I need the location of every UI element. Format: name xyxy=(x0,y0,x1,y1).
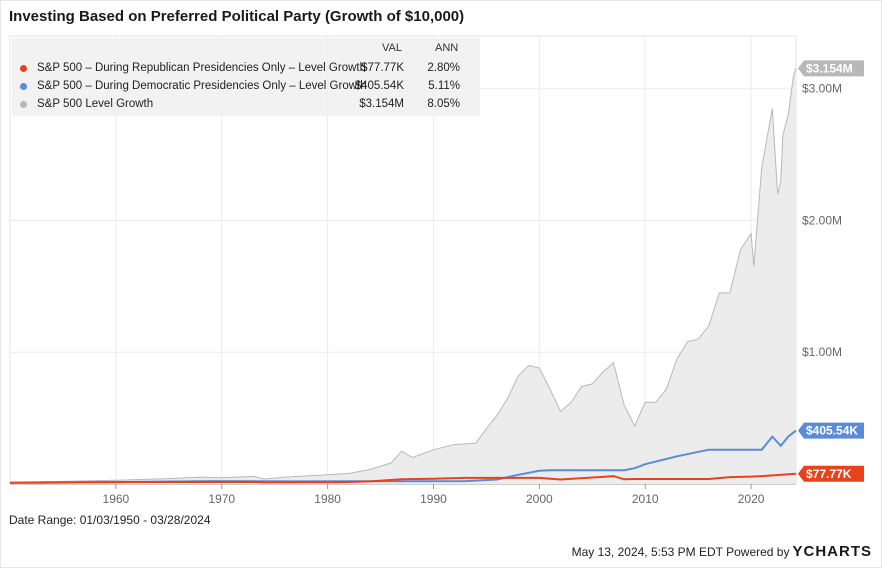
end-label-tag xyxy=(798,465,864,482)
legend-name: S&P 500 – During Democratic Presidencies… xyxy=(37,80,367,92)
legend-dot-republican xyxy=(20,65,27,72)
y-tick-label: $2.00M xyxy=(802,213,842,227)
legend-header-val: VAL xyxy=(382,42,402,54)
legend-row-sp500[interactable]: S&P 500 Level Growth $3.154M 8.05% xyxy=(12,96,480,114)
legend-dot-sp500 xyxy=(20,101,27,108)
x-tick-label: 2020 xyxy=(738,492,765,506)
end-label-text: $405.54K xyxy=(806,424,858,438)
legend-val: $3.154M xyxy=(359,98,404,110)
x-tick-label: 2010 xyxy=(632,492,659,506)
timestamp: May 13, 2024, 5:53 PM EDT Powered by xyxy=(571,544,790,559)
date-range: Date Range: 01/03/1950 - 03/28/2024 xyxy=(9,513,211,527)
end-label-tag xyxy=(798,60,864,77)
legend-ann: 8.05% xyxy=(427,98,460,110)
legend-val: $77.77K xyxy=(361,62,404,74)
y-tick-label: $1.00M xyxy=(802,345,842,359)
end-label-1: $405.54K xyxy=(798,422,864,439)
chart-title: Investing Based on Preferred Political P… xyxy=(9,8,465,25)
x-tick-label: 1980 xyxy=(314,492,341,506)
legend-ann: 5.11% xyxy=(428,80,460,92)
end-label-tag xyxy=(798,422,864,439)
legend-dot-democratic xyxy=(20,83,27,90)
footer-attribution: May 13, 2024, 5:53 PM EDT Powered by YCH… xyxy=(572,543,872,560)
ycharts-logo-text: CHARTS xyxy=(803,543,872,560)
series-line-2 xyxy=(10,472,797,484)
legend-row-democratic[interactable]: S&P 500 – During Democratic Presidencies… xyxy=(12,78,480,96)
end-label-2: $77.77K xyxy=(798,465,864,482)
legend-val: $405.54K xyxy=(354,80,404,92)
end-label-0: $3.154M xyxy=(798,60,864,77)
series-area-sp500 xyxy=(10,68,796,485)
x-tick-label: 1990 xyxy=(420,492,447,506)
end-label-text: $77.77K xyxy=(806,467,852,481)
legend-row-republican[interactable]: S&P 500 – During Republican Presidencies… xyxy=(12,60,480,78)
y-tick-label: $3.00M xyxy=(802,82,842,96)
x-tick-label: 2000 xyxy=(526,492,553,506)
legend: VAL ANN S&P 500 – During Republican Pres… xyxy=(12,38,480,116)
legend-name: S&P 500 – During Republican Presidencies… xyxy=(37,62,366,74)
ycharts-logo[interactable]: YCHARTS xyxy=(792,543,872,560)
end-label-text: $3.154M xyxy=(806,61,853,75)
legend-name: S&P 500 Level Growth xyxy=(37,98,154,110)
legend-header-ann: ANN xyxy=(435,42,459,54)
legend-ann: 2.80% xyxy=(427,62,460,74)
x-tick-label: 1970 xyxy=(208,492,235,506)
x-tick-label: 1960 xyxy=(103,492,130,506)
series-line-0 xyxy=(9,68,797,484)
ycharts-logo-y: Y xyxy=(792,543,804,560)
